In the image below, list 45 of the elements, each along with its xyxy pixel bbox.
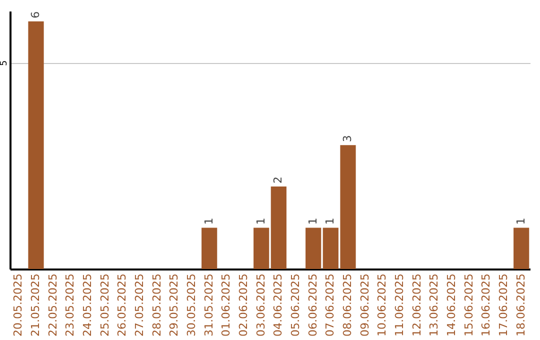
- x-tick-label: 08.06.2025: [341, 274, 354, 336]
- x-tick-label: 15.06.2025: [462, 274, 476, 336]
- x-tick-label: 18.06.2025: [514, 274, 528, 336]
- x-tick-label: 25.05.2025: [98, 274, 112, 336]
- data-label: 1: [254, 218, 268, 225]
- x-tick-label: 04.06.2025: [272, 274, 285, 336]
- x-tick-label: 03.06.2025: [254, 274, 268, 336]
- x-tick-label: 02.06.2025: [237, 274, 250, 336]
- x-tick-label: 27.05.2025: [133, 274, 146, 336]
- x-tick-label: 21.05.2025: [29, 274, 42, 336]
- x-tick-label: 24.05.2025: [81, 274, 94, 336]
- x-tick-label: 11.06.2025: [393, 274, 406, 336]
- x-tick-label: 06.06.2025: [306, 274, 320, 336]
- x-tick-label: 23.05.2025: [64, 274, 77, 336]
- bar: [306, 228, 322, 269]
- x-tick-label: 29.05.2025: [168, 274, 181, 336]
- x-tick-label: 26.05.2025: [116, 274, 129, 336]
- data-label: 2: [272, 176, 285, 184]
- data-label: 3: [341, 135, 354, 142]
- x-tick-label: 22.05.2025: [46, 274, 60, 336]
- x-tick-label: 10.06.2025: [376, 274, 389, 336]
- data-label: 1: [514, 218, 528, 225]
- data-label: 1: [324, 218, 337, 225]
- x-tick-label: 30.05.2025: [185, 274, 198, 336]
- x-tick-label: 12.06.2025: [410, 274, 424, 336]
- x-tick-label: 28.05.2025: [150, 274, 164, 336]
- x-tick-label: 01.06.2025: [220, 274, 233, 336]
- x-tick-label: 16.06.2025: [480, 274, 493, 336]
- x-tick-label: 07.06.2025: [324, 274, 337, 336]
- bar: [270, 186, 286, 269]
- data-label: 1: [306, 218, 320, 225]
- bar: [254, 228, 270, 269]
- x-tick-label: 20.05.2025: [12, 274, 25, 336]
- bar: [28, 21, 44, 269]
- x-tick-label: 14.06.2025: [445, 274, 458, 336]
- x-tick-label: 05.06.2025: [289, 274, 302, 336]
- x-tick-label: 09.06.2025: [358, 274, 372, 336]
- data-label: 1: [202, 218, 216, 225]
- data-label: 6: [29, 11, 42, 18]
- x-tick-label: 31.05.2025: [202, 274, 216, 336]
- x-tick-label: 13.06.2025: [428, 274, 441, 336]
- x-tick-label: 17.06.2025: [497, 274, 510, 336]
- y-tick-label: 5: [0, 60, 10, 66]
- bar: [202, 228, 218, 269]
- bar: [514, 228, 530, 269]
